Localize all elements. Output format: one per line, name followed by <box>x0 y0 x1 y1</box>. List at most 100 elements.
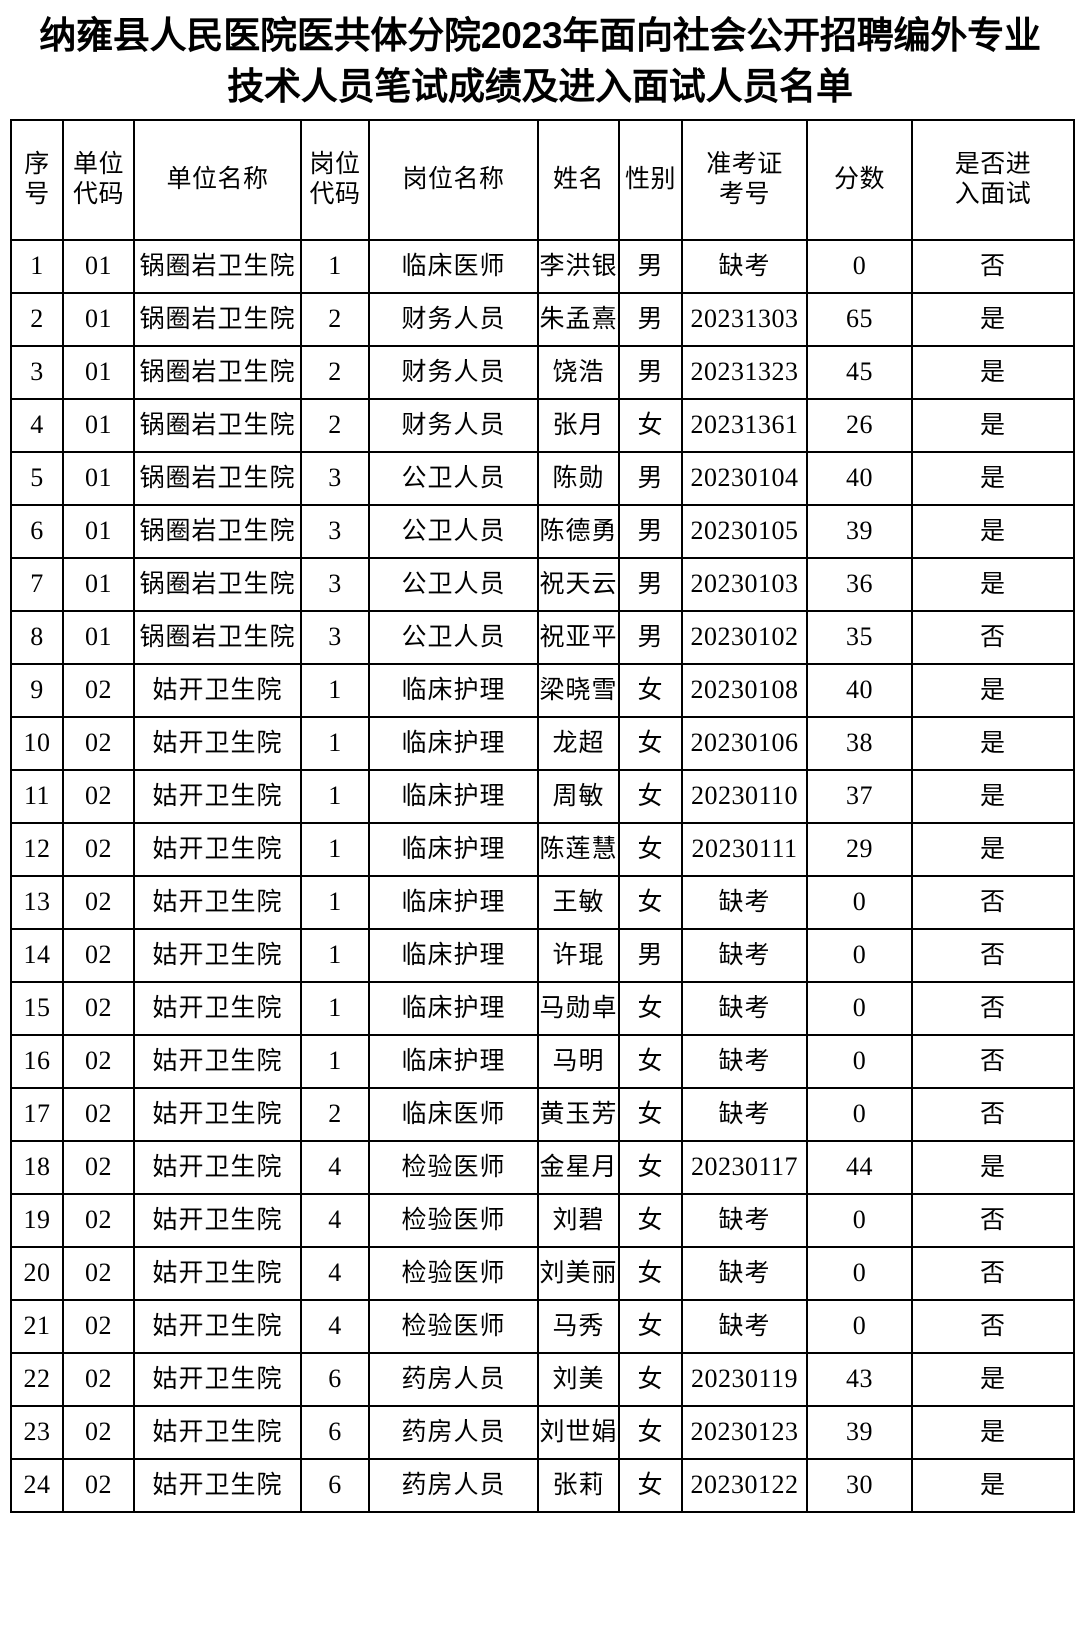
table-row: 14 02 姑开卫生院 1 临床护理 许琨男缺考 0 否 <box>10 927 1075 983</box>
cell-unit_code: 01 <box>62 450 135 506</box>
cell-post_code: 2 <box>300 291 370 347</box>
cell-post_name: 临床医师 <box>368 238 539 294</box>
cell-unit_name: 姑开卫生院 <box>133 1245 302 1301</box>
cell-post_name: 财务人员 <box>368 291 539 347</box>
cell-post_name: 公卫人员 <box>368 450 539 506</box>
column-header-line: 是否进 <box>954 150 1032 179</box>
cell-unit_name: 锅圈岩卫生院 <box>133 503 302 559</box>
cell-unit_code: 02 <box>62 1033 135 1089</box>
cell-post_code: 1 <box>300 662 370 718</box>
cell-index: 24 <box>10 1457 64 1513</box>
cell-post_name: 临床护理 <box>368 1033 539 1089</box>
cell-post_name: 公卫人员 <box>368 556 539 612</box>
cell-score: 45 <box>806 344 913 400</box>
cell-score: 0 <box>806 238 913 294</box>
cell-unit_code: 01 <box>62 556 135 612</box>
cell-post_code: 6 <box>300 1404 370 1460</box>
cell-name: 刘美 <box>537 1351 620 1407</box>
cell-interview: 否 <box>911 874 1075 930</box>
cell-score: 0 <box>806 874 913 930</box>
cell-ticket: 20230117 <box>681 1139 808 1195</box>
table-row: 19 02 姑开卫生院 4 检验医师 刘碧女缺考 0 否 <box>10 1192 1075 1248</box>
cell-index: 13 <box>10 874 64 930</box>
cell-ticket: 20230122 <box>681 1457 808 1513</box>
cell-index: 14 <box>10 927 64 983</box>
cell-name: 李洪银 <box>537 238 620 294</box>
cell-post_code: 1 <box>300 768 370 824</box>
cell-post_name: 检验医师 <box>368 1139 539 1195</box>
cell-post_code: 1 <box>300 821 370 877</box>
column-header-line: 姓名 <box>552 165 604 194</box>
cell-unit_name: 姑开卫生院 <box>133 768 302 824</box>
cell-score: 44 <box>806 1139 913 1195</box>
column-header-name: 姓名 <box>537 118 620 241</box>
cell-index: 20 <box>10 1245 64 1301</box>
cell-gender: 男 <box>618 450 683 506</box>
cell-index: 8 <box>10 609 64 665</box>
cell-index: 2 <box>10 291 64 347</box>
cell-score: 39 <box>806 1404 913 1460</box>
cell-ticket: 20231303 <box>681 291 808 347</box>
cell-score: 0 <box>806 1245 913 1301</box>
cell-unit_code: 01 <box>62 291 135 347</box>
cell-gender: 女 <box>618 768 683 824</box>
table-row: 9 02 姑开卫生院 1 临床护理 梁晓雪女 20230108 40 是 <box>10 662 1075 718</box>
cell-ticket: 20230103 <box>681 556 808 612</box>
cell-interview: 是 <box>911 715 1075 771</box>
cell-score: 0 <box>806 1298 913 1354</box>
cell-ticket: 缺考 <box>681 1245 808 1301</box>
cell-name: 刘美丽 <box>537 1245 620 1301</box>
cell-gender: 女 <box>618 1086 683 1142</box>
cell-index: 3 <box>10 344 64 400</box>
cell-unit_name: 姑开卫生院 <box>133 1298 302 1354</box>
cell-gender: 女 <box>618 1298 683 1354</box>
cell-index: 1 <box>10 238 64 294</box>
cell-index: 9 <box>10 662 64 718</box>
cell-name: 祝天云 <box>537 556 620 612</box>
cell-index: 12 <box>10 821 64 877</box>
cell-ticket: 缺考 <box>681 1298 808 1354</box>
cell-unit_name: 姑开卫生院 <box>133 1139 302 1195</box>
cell-name: 金星月 <box>537 1139 620 1195</box>
cell-name: 马秀 <box>537 1298 620 1354</box>
table-row: 23 02 姑开卫生院 6 药房人员 刘世娟女 20230123 39 是 <box>10 1404 1075 1460</box>
cell-ticket: 缺考 <box>681 980 808 1036</box>
cell-interview: 是 <box>911 1457 1075 1513</box>
cell-post_code: 1 <box>300 238 370 294</box>
cell-unit_name: 姑开卫生院 <box>133 821 302 877</box>
cell-unit_code: 01 <box>62 609 135 665</box>
table-row: 8 01 锅圈岩卫生院 3 公卫人员 祝亚平男 20230102 35 否 <box>10 609 1075 665</box>
cell-post_code: 4 <box>300 1298 370 1354</box>
cell-post_code: 3 <box>300 503 370 559</box>
cell-index: 4 <box>10 397 64 453</box>
table-header-row: 序号 单位 代码 单位名称 岗位 代码 岗位名称 姓名 性别 准考证 考号 分数 是否进 入面试 <box>10 118 1075 241</box>
cell-unit_code: 01 <box>62 503 135 559</box>
column-header-gender: 性别 <box>618 118 683 241</box>
cell-post_name: 检验医师 <box>368 1245 539 1301</box>
cell-unit_code: 02 <box>62 1245 135 1301</box>
cell-ticket: 20231323 <box>681 344 808 400</box>
cell-index: 10 <box>10 715 64 771</box>
table-row: 13 02 姑开卫生院 1 临床护理 王敏女缺考 0 否 <box>10 874 1075 930</box>
cell-unit_code: 01 <box>62 238 135 294</box>
cell-unit_name: 锅圈岩卫生院 <box>133 450 302 506</box>
cell-post_name: 临床护理 <box>368 874 539 930</box>
cell-unit_name: 姑开卫生院 <box>133 1457 302 1513</box>
cell-ticket: 缺考 <box>681 1086 808 1142</box>
cell-interview: 是 <box>911 1139 1075 1195</box>
column-header-line: 岗位名称 <box>402 165 505 194</box>
cell-score: 26 <box>806 397 913 453</box>
cell-index: 19 <box>10 1192 64 1248</box>
cell-gender: 女 <box>618 1139 683 1195</box>
cell-interview: 是 <box>911 503 1075 559</box>
cell-unit_code: 01 <box>62 397 135 453</box>
cell-unit_code: 02 <box>62 1351 135 1407</box>
column-header-line: 代码 <box>72 179 124 208</box>
cell-index: 16 <box>10 1033 64 1089</box>
cell-unit_name: 锅圈岩卫生院 <box>133 556 302 612</box>
table-header: 序号 单位 代码 单位名称 岗位 代码 岗位名称 姓名 性别 准考证 考号 分数 是否进 入面试 <box>10 118 1075 241</box>
cell-interview: 否 <box>911 1245 1075 1301</box>
cell-unit_code: 02 <box>62 1457 135 1513</box>
column-header-line: 单位名称 <box>166 165 269 194</box>
cell-post_code: 1 <box>300 980 370 1036</box>
